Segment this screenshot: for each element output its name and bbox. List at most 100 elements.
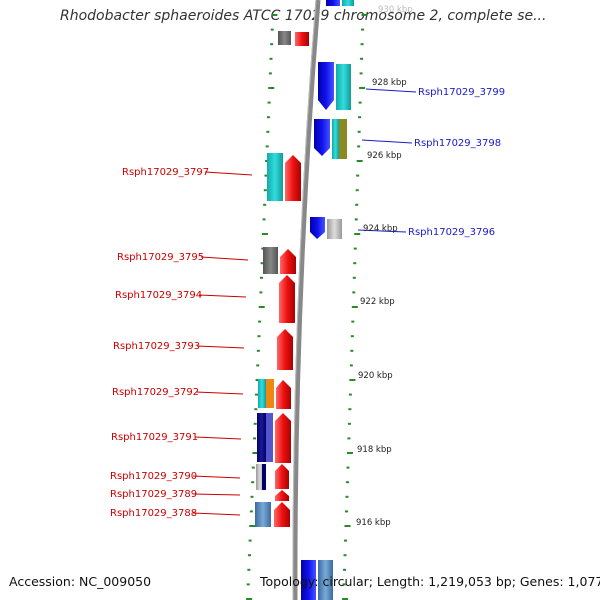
tick-dot	[351, 306, 358, 308]
tick-dot	[257, 335, 261, 338]
gene-label-3790[interactable]: Rsph17029_3790	[110, 471, 197, 482]
tick-dot	[270, 43, 274, 46]
tick-dot	[264, 174, 268, 177]
tick-dot	[342, 583, 346, 586]
tick-dot	[263, 203, 267, 206]
tick-dot	[252, 452, 259, 454]
gene-3790-light[interactable]	[256, 464, 264, 490]
kbp-labels: 930 kbp 928 kbp 926 kbp 924 kbp 922 kbp …	[356, 5, 413, 528]
tick-dot	[260, 276, 264, 279]
tick-dot	[352, 276, 356, 279]
gene-top-grey[interactable]	[278, 31, 291, 45]
gene-label-3796[interactable]: Rsph17029_3796	[408, 227, 495, 238]
gene-3796-light[interactable]	[327, 219, 342, 239]
gene-label-3797[interactable]: Rsph17029_3797	[122, 167, 209, 178]
genome-stats-text: Topology: circular; Length: 1,219,053 bp…	[260, 574, 600, 589]
gene-3797-cyan[interactable]	[267, 153, 283, 201]
tick-dot	[250, 495, 254, 498]
tick-dot	[346, 466, 350, 469]
tick-dot	[359, 87, 366, 89]
gene-label-3794[interactable]: Rsph17029_3794	[115, 290, 202, 301]
kbp-label: 916 kbp	[356, 518, 391, 528]
gene-3792-orange[interactable]	[266, 379, 274, 408]
gene-3799-cyan[interactable]	[336, 64, 351, 110]
gene-3788-steel[interactable]	[255, 502, 271, 527]
gene-3793-red[interactable]	[277, 329, 293, 370]
gene-labels-left: Rsph17029_3797 Rsph17029_3795 Rsph17029_…	[110, 167, 209, 519]
tick-dot	[358, 101, 362, 104]
gene-bottom-blue[interactable]	[301, 560, 316, 600]
accession-text: Accession: NC_009050	[9, 574, 152, 589]
gene-3788-red[interactable]	[274, 502, 290, 527]
tick-dot	[361, 28, 365, 31]
tick-dot	[261, 247, 265, 250]
tick-dot	[256, 364, 260, 367]
kbp-label: 930 kbp	[378, 5, 413, 15]
gene-label-3791[interactable]: Rsph17029_3791	[111, 432, 198, 443]
gene-3789-red[interactable]	[275, 490, 289, 501]
tick-dot	[354, 218, 358, 221]
tick-dot	[265, 145, 269, 148]
tick-dot	[269, 57, 273, 60]
tick-dot	[263, 189, 267, 192]
gene-top-red[interactable]	[295, 32, 309, 46]
gene-3798-blue[interactable]	[314, 119, 330, 156]
tick-dot	[261, 233, 268, 235]
tick-dot	[353, 247, 357, 250]
gene-top-blue[interactable]	[326, 0, 340, 6]
tick-dot	[350, 349, 354, 352]
callout-lines	[192, 88, 417, 516]
gene-top-cyan[interactable]	[342, 0, 354, 6]
tick-dot	[247, 554, 251, 557]
tick-dot	[349, 379, 356, 381]
gene-3798-olive[interactable]	[339, 119, 347, 159]
tick-dot	[246, 598, 253, 600]
chromosome-backbone	[292, 0, 321, 600]
gene-label-3789[interactable]: Rsph17029_3789	[110, 489, 197, 500]
gene-3795-red[interactable]	[280, 249, 296, 274]
gene-label-3793[interactable]: Rsph17029_3793	[113, 341, 200, 352]
gene-3790-red[interactable]	[275, 464, 289, 489]
tick-dot	[270, 28, 274, 31]
gene-label-3799[interactable]: Rsph17029_3799	[418, 87, 505, 98]
tick-dot	[344, 510, 348, 513]
gene-label-3792[interactable]: Rsph17029_3792	[112, 387, 199, 398]
tick-dot	[259, 291, 263, 294]
tick-dot	[357, 130, 361, 133]
kbp-label: 922 kbp	[360, 297, 395, 307]
gene-3791-navy[interactable]	[257, 413, 266, 462]
tick-dot	[358, 116, 362, 119]
gene-3797-red[interactable]	[285, 155, 301, 201]
gene-bottom-steel[interactable]	[318, 560, 333, 600]
tick-dot	[249, 510, 253, 513]
tick-dot	[354, 233, 361, 235]
tick-dot	[360, 57, 364, 60]
tick-dot	[359, 72, 363, 75]
gene-3791-violet[interactable]	[266, 413, 273, 462]
gene-3794-red[interactable]	[279, 275, 295, 323]
tick-dot	[347, 422, 351, 425]
tick-dot	[355, 203, 359, 206]
gene-3790-navy[interactable]	[262, 464, 266, 490]
gene-3792-red[interactable]	[276, 380, 291, 409]
gene-3792-cyan[interactable]	[258, 379, 266, 408]
tick-dot	[346, 452, 353, 454]
gene-label-3788[interactable]: Rsph17029_3788	[110, 508, 197, 519]
tick-dot	[247, 568, 251, 571]
gene-3798-cyan[interactable]	[332, 119, 339, 159]
gene-3791-red[interactable]	[275, 413, 291, 463]
tick-dot	[258, 320, 262, 323]
gene-3795-grey[interactable]	[263, 247, 278, 274]
gene-label-3795[interactable]: Rsph17029_3795	[117, 252, 204, 263]
tick-dot	[256, 349, 260, 352]
gene-3799-blue[interactable]	[318, 62, 334, 110]
kbp-label: 920 kbp	[358, 371, 393, 381]
tick-dot	[268, 72, 272, 75]
tick-dot	[357, 145, 361, 148]
gene-3796-blue[interactable]	[310, 217, 325, 239]
tick-dot	[344, 539, 348, 542]
tick-dot	[356, 160, 363, 162]
gene-label-3798[interactable]: Rsph17029_3798	[414, 138, 501, 149]
tick-marks	[246, 14, 368, 600]
